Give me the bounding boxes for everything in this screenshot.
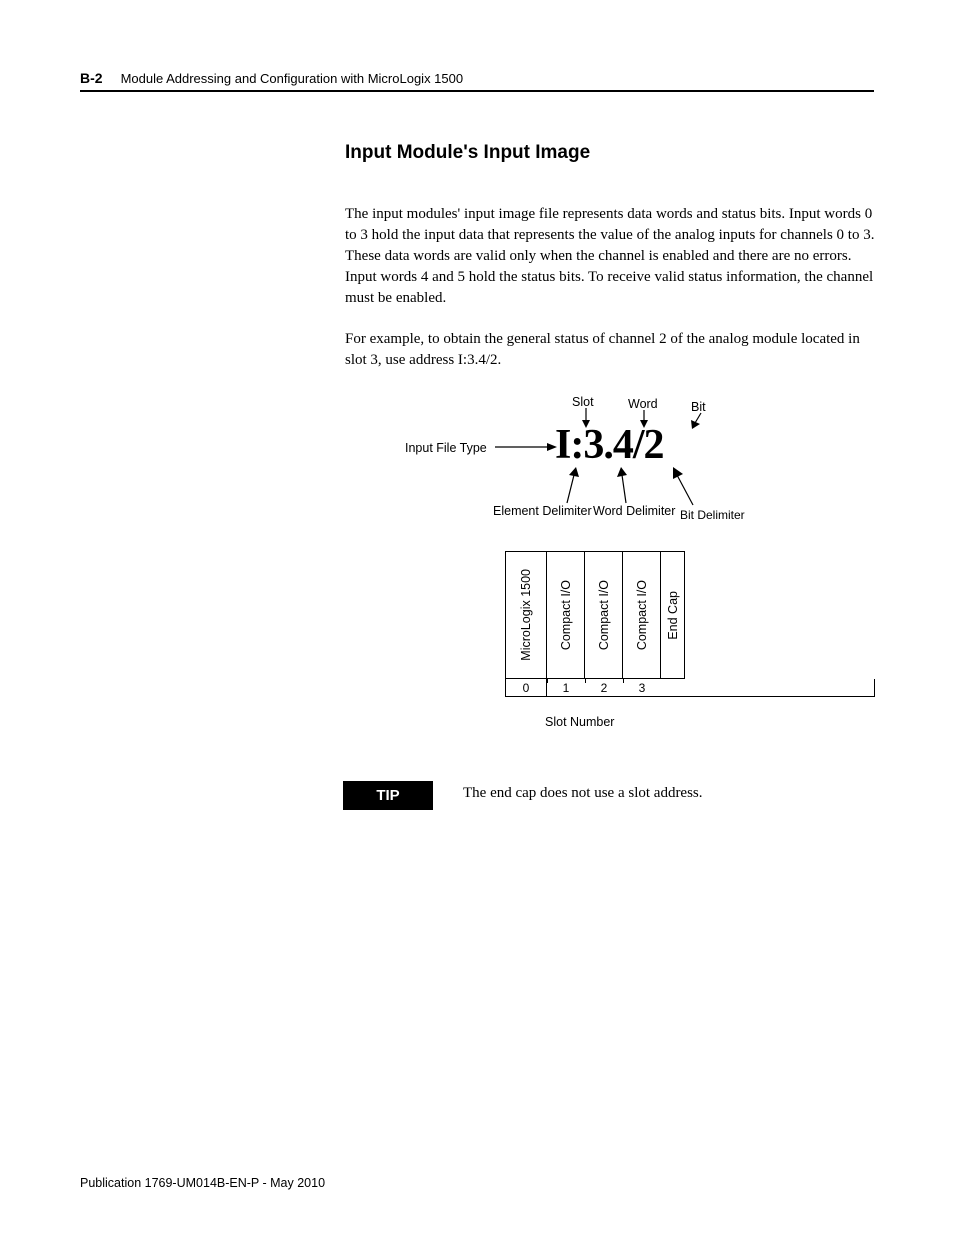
slot-number-row: 0 1 2 3 — [505, 679, 875, 697]
paragraph-2: For example, to obtain the general statu… — [345, 329, 875, 371]
page-number: B-2 — [80, 70, 103, 86]
tip-block: TIP The end cap does not use a slot addr… — [343, 781, 875, 810]
slot-box-3: Compact I/O — [623, 551, 661, 679]
slot-num — [661, 679, 684, 696]
slot-num: 0 — [506, 679, 547, 696]
header-title: Module Addressing and Configuration with… — [121, 71, 464, 86]
slot-num: 1 — [547, 679, 585, 696]
slot-box-label: MicroLogix 1500 — [519, 569, 533, 661]
page-header: B-2 Module Addressing and Configuration … — [80, 70, 874, 92]
slot-num: 3 — [623, 679, 661, 696]
arrow-word-delimiter — [617, 465, 631, 505]
slot-box-label: Compact I/O — [597, 580, 611, 650]
word-delimiter-label: Word Delimiter — [593, 504, 675, 518]
slot-number-caption: Slot Number — [545, 715, 875, 729]
slot-label: Slot — [572, 395, 594, 409]
arrow-word — [639, 410, 649, 428]
arrow-input-file-type — [495, 441, 557, 453]
tip-badge: TIP — [343, 781, 433, 810]
word-label: Word — [628, 397, 658, 411]
arrow-element-delimiter — [563, 465, 583, 505]
address-string: I:3.4/2 — [555, 421, 664, 469]
tip-text: The end cap does not use a slot address. — [463, 781, 703, 802]
slot-box-0: MicroLogix 1500 — [505, 551, 547, 679]
slot-box-2: Compact I/O — [585, 551, 623, 679]
slot-box-label: End Cap — [666, 591, 680, 640]
footer-publication: Publication 1769-UM014B-EN-P - May 2010 — [80, 1176, 325, 1190]
arrow-slot — [581, 408, 591, 428]
bit-delimiter-label: Bit Delimiter — [680, 508, 745, 522]
element-delimiter-label: Element Delimiter — [493, 504, 592, 518]
slot-num: 2 — [585, 679, 623, 696]
arrow-bit — [687, 413, 707, 431]
arrow-bit-delimiter — [669, 465, 699, 507]
slot-box-label: Compact I/O — [635, 580, 649, 650]
slot-box-1: Compact I/O — [547, 551, 585, 679]
slot-diagram: MicroLogix 1500 Compact I/O Compact I/O … — [505, 551, 875, 741]
slot-box-endcap: End Cap — [661, 551, 685, 679]
input-file-type-label: Input File Type — [405, 441, 487, 455]
slot-box-label: Compact I/O — [559, 580, 573, 650]
bit-label: Bit — [691, 400, 706, 414]
section-heading: Input Module's Input Image — [345, 142, 875, 164]
paragraph-1: The input modules' input image file repr… — [345, 204, 875, 309]
address-diagram: Slot Word Bit Input File Type I:3.4/2 El… — [345, 391, 875, 521]
